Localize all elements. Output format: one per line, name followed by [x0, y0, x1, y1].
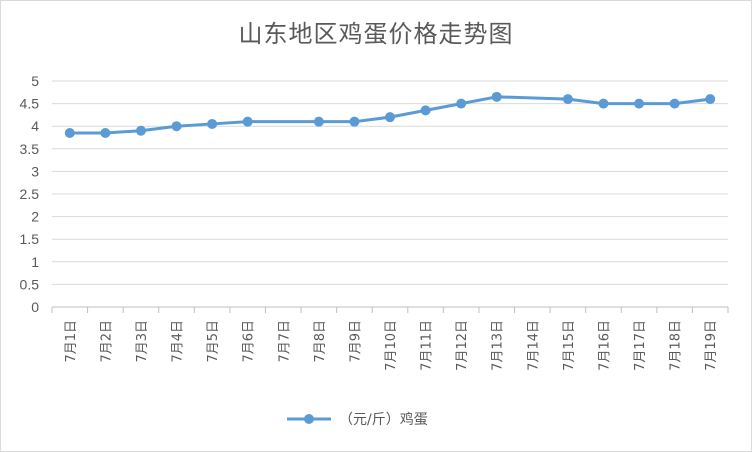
x-tick-label: 7月4日: [171, 320, 186, 363]
x-tick-label: 7月15日: [562, 320, 577, 371]
legend-point-marker: [304, 414, 314, 424]
gridlines: [52, 80, 728, 285]
y-tick-label: 2.5: [20, 186, 40, 202]
y-axis-tick-labels: 0 0.5 1 1.5 2 2.5 3 3.5 4 4.5 5: [20, 73, 40, 315]
y-tick-label: 0: [31, 299, 39, 315]
data-point: [100, 127, 111, 138]
data-point: [491, 91, 502, 102]
x-tick-label: 7月7日: [277, 320, 292, 363]
x-tick-label: 7月12日: [455, 320, 470, 371]
data-point: [135, 125, 146, 136]
y-tick-label: 4.5: [20, 96, 40, 112]
x-tick-label: 7月2日: [99, 320, 114, 363]
data-point: [207, 118, 218, 129]
legend: （元/斤）鸡蛋: [287, 411, 428, 428]
y-tick-label: 0.5: [20, 276, 40, 292]
x-tick-label: 7月18日: [669, 320, 684, 371]
data-point: [420, 105, 431, 116]
data-point: [349, 116, 360, 127]
x-tick-label: 7月3日: [135, 320, 150, 363]
y-tick-label: 1.5: [20, 231, 40, 247]
x-tick-label: 7月5日: [206, 320, 221, 363]
x-tick-label: 7月17日: [633, 320, 648, 371]
x-axis: 7月1日 7月2日 7月3日 7月4日 7月5日 7月6日 7月7日 7月8日 7月9日 7月10…: [51, 306, 729, 371]
y-tick-label: 3.5: [20, 141, 40, 157]
x-tick-label: 7月8日: [313, 320, 328, 363]
series-layer: [64, 91, 716, 138]
y-tick-label: 3: [31, 163, 39, 179]
x-tick-label: 7月16日: [597, 320, 612, 371]
data-point: [64, 127, 75, 138]
x-tick-label: 7月14日: [526, 320, 541, 371]
data-point: [634, 98, 645, 109]
y-tick-label: 2: [31, 209, 39, 225]
data-point: [705, 94, 716, 105]
y-tick-label: 1: [31, 254, 39, 270]
x-tick-label: 7月11日: [420, 320, 435, 371]
x-tick-label: 7月10日: [384, 320, 399, 371]
data-point: [562, 94, 573, 105]
data-point: [242, 116, 253, 127]
data-point: [313, 116, 324, 127]
x-tick-label: 7月19日: [704, 320, 719, 371]
x-tick-label: 7月1日: [64, 320, 79, 363]
x-tick-label: 7月9日: [348, 320, 363, 363]
y-tick-label: 4: [31, 118, 39, 134]
x-tick-label: 7月6日: [242, 320, 257, 363]
data-point: [456, 98, 467, 109]
x-tick-label: 7月13日: [491, 320, 506, 371]
chart-title: 山东地区鸡蛋价格走势图: [238, 20, 514, 48]
data-point: [385, 112, 395, 123]
legend-label: （元/斤）鸡蛋: [339, 411, 428, 428]
data-point: [171, 121, 182, 132]
y-tick-label: 5: [31, 73, 39, 89]
data-point: [669, 98, 680, 109]
data-point: [598, 98, 609, 109]
